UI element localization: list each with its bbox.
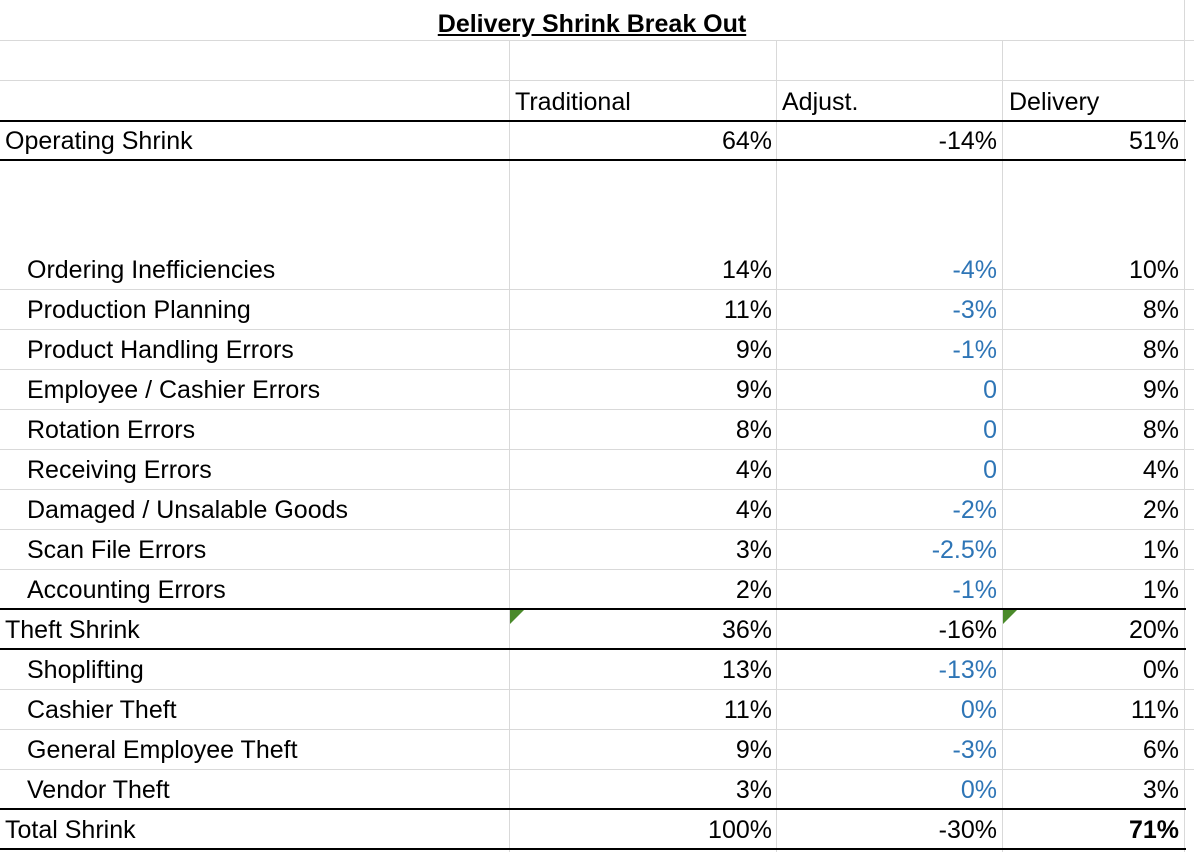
column-header-adjust: Adjust. [782, 88, 859, 116]
row-delivery: 1% [1142, 536, 1179, 564]
row-label: Employee / Cashier Errors [27, 376, 321, 404]
gridline [0, 489, 1194, 490]
row-label: Receiving Errors [27, 456, 212, 484]
theft-traditional: 36% [721, 616, 772, 644]
row-traditional: 9% [735, 336, 772, 364]
row-adjust: 0% [960, 776, 997, 804]
gridline [0, 80, 1194, 81]
row-delivery: 9% [1142, 376, 1179, 404]
row-label: Ordering Inefficiencies [27, 256, 276, 284]
row-adjust: 0 [983, 376, 997, 404]
theft-top-border [0, 608, 1186, 610]
row-label: General Employee Theft [27, 736, 298, 764]
row-delivery: 11% [1130, 696, 1179, 724]
row-adjust: -1% [952, 576, 997, 604]
gridline [1002, 40, 1003, 852]
gridline [0, 569, 1194, 570]
gridline [776, 40, 777, 852]
row-delivery: 8% [1142, 336, 1179, 364]
row-adjust: 0 [983, 416, 997, 444]
gridline [0, 369, 1194, 370]
gridline [0, 529, 1194, 530]
row-traditional: 8% [735, 416, 772, 444]
operating-border [0, 159, 1186, 161]
row-delivery: 8% [1142, 296, 1179, 324]
total-top-border [0, 808, 1186, 810]
row-adjust: -2% [952, 496, 997, 524]
row-label: Cashier Theft [27, 696, 177, 724]
row-label: Product Handling Errors [27, 336, 294, 364]
header-border [0, 120, 1186, 122]
total-shrink-label: Total Shrink [5, 816, 136, 844]
theft-delivery: 20% [1128, 616, 1179, 644]
row-delivery: 10% [1128, 256, 1179, 284]
row-delivery: 6% [1142, 736, 1179, 764]
row-traditional: 9% [735, 736, 772, 764]
row-delivery: 4% [1142, 456, 1179, 484]
row-label: Shoplifting [27, 656, 144, 684]
gridline [0, 769, 1194, 770]
row-label: Scan File Errors [27, 536, 207, 564]
column-header-traditional: Traditional [515, 88, 631, 116]
row-adjust: 0 [983, 456, 997, 484]
row-label: Accounting Errors [27, 576, 226, 604]
row-traditional: 11% [723, 296, 772, 324]
theft-bottom-border [0, 648, 1186, 650]
row-traditional: 11% [723, 696, 772, 724]
theft-shrink-label: Theft Shrink [5, 616, 140, 644]
row-traditional: 9% [735, 376, 772, 404]
gridline [0, 409, 1194, 410]
gridline [0, 729, 1194, 730]
row-delivery: 2% [1142, 496, 1179, 524]
row-label: Vendor Theft [27, 776, 170, 804]
row-traditional: 4% [735, 456, 772, 484]
error-indicator-icon[interactable] [1003, 610, 1017, 624]
row-label: Rotation Errors [27, 416, 196, 444]
error-indicator-icon[interactable] [510, 610, 524, 624]
row-adjust: 0% [960, 696, 997, 724]
total-traditional: 100% [708, 816, 772, 844]
operating-delivery: 51% [1128, 127, 1179, 155]
row-adjust: -3% [952, 736, 997, 764]
row-traditional: 3% [735, 536, 772, 564]
row-adjust: -4% [952, 256, 997, 284]
gridline [0, 40, 1194, 41]
operating-adjust: -14% [938, 127, 997, 155]
row-adjust: -3% [952, 296, 997, 324]
total-adjust: -30% [938, 816, 997, 844]
row-delivery: 3% [1142, 776, 1179, 804]
gridline [0, 449, 1194, 450]
row-traditional: 4% [735, 496, 772, 524]
row-label: Damaged / Unsalable Goods [27, 496, 349, 524]
gridline [0, 689, 1194, 690]
row-delivery: 8% [1142, 416, 1179, 444]
column-header-delivery: Delivery [1009, 88, 1100, 116]
total-bottom-border [0, 848, 1186, 850]
row-traditional: 14% [721, 256, 772, 284]
total-delivery: 71% [1128, 816, 1179, 844]
row-adjust: -13% [938, 656, 997, 684]
row-adjust: -2.5% [931, 536, 997, 564]
gridline [0, 289, 1194, 290]
operating-traditional: 64% [721, 127, 772, 155]
gridline [0, 329, 1194, 330]
gridline [509, 40, 510, 852]
row-traditional: 3% [735, 776, 772, 804]
operating-shrink-label: Operating Shrink [5, 127, 193, 155]
gridline [1184, 0, 1185, 852]
row-label: Production Planning [27, 296, 251, 324]
sheet-title: Delivery Shrink Break Out [437, 10, 747, 38]
row-traditional: 2% [735, 576, 772, 604]
row-traditional: 13% [721, 656, 772, 684]
theft-adjust: -16% [938, 616, 997, 644]
row-delivery: 0% [1142, 656, 1179, 684]
row-adjust: -1% [952, 336, 997, 364]
row-delivery: 1% [1142, 576, 1179, 604]
